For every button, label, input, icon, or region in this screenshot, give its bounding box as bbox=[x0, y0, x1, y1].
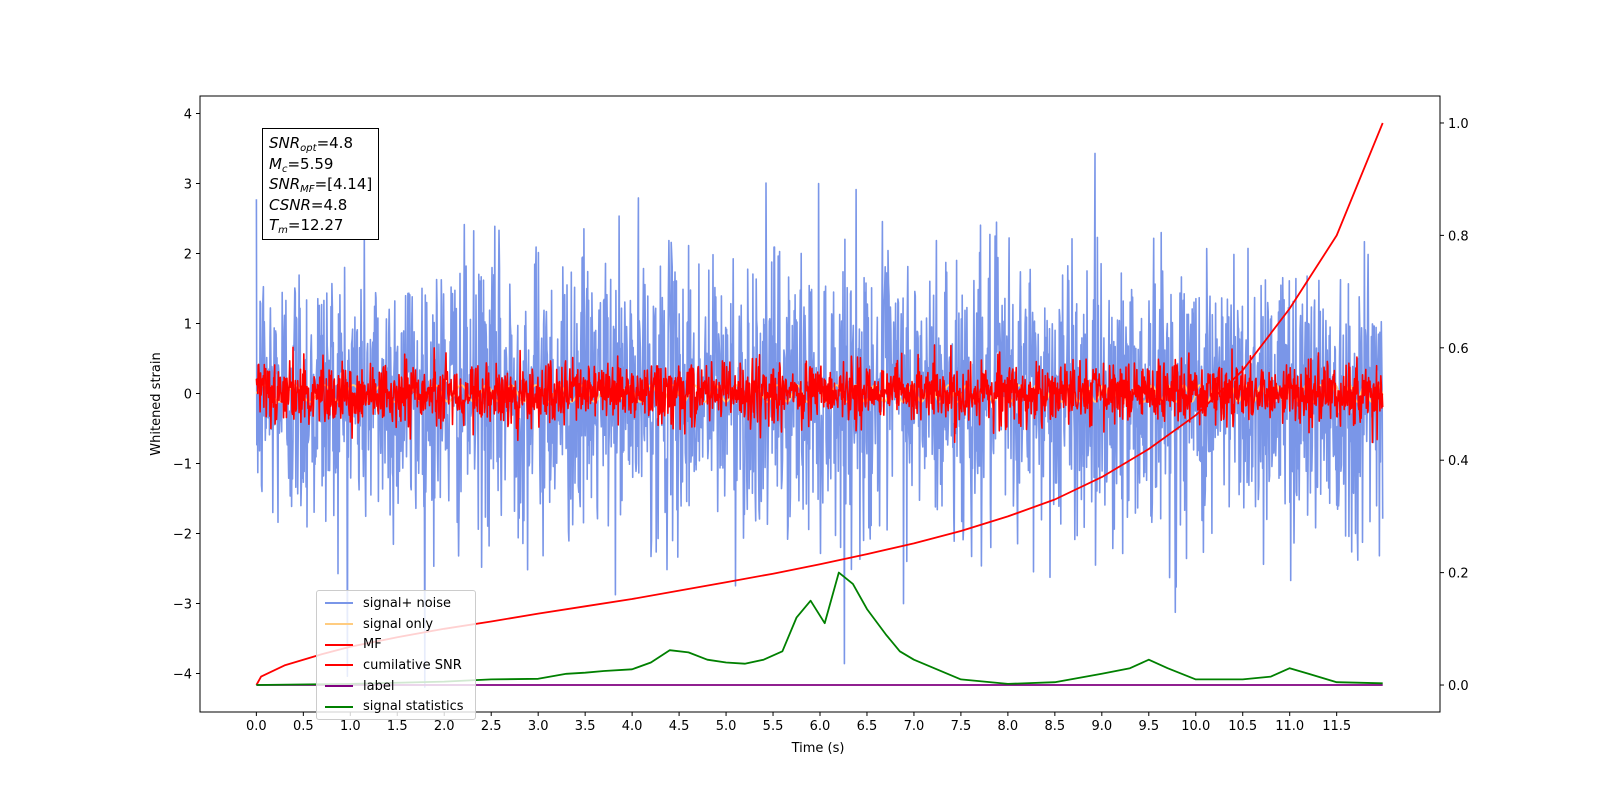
x-tick-label: 0.0 bbox=[246, 719, 267, 734]
legend-swatch bbox=[325, 602, 353, 605]
y2-tick-label: 0.6 bbox=[1448, 342, 1469, 357]
x-tick-label: 5.0 bbox=[716, 719, 737, 734]
y2-tick-label: 0.0 bbox=[1448, 679, 1469, 694]
x-tick-label: 10.5 bbox=[1228, 719, 1257, 734]
legend-label: signal+ noise bbox=[363, 595, 452, 611]
x-tick-label: 7.0 bbox=[904, 719, 925, 734]
legend-item: label bbox=[317, 676, 475, 697]
y-axis-right: 1.0 0.8 0.6 0.4 0.2 0.0 bbox=[1440, 117, 1469, 694]
annotation-snr-opt: SNRopt=4.8 bbox=[269, 134, 353, 154]
y2-tick-label: 0.2 bbox=[1448, 567, 1469, 582]
x-tick-label: 2.5 bbox=[481, 719, 502, 734]
x-tick-label: 5.5 bbox=[763, 719, 784, 734]
annotation-snr-mf: SNRMF=[4.14] bbox=[269, 175, 373, 195]
x-tick-label: 10.0 bbox=[1181, 719, 1210, 734]
x-axis-label: Time (s) bbox=[791, 741, 845, 756]
legend-swatch bbox=[325, 685, 353, 688]
y2-tick-label: 0.4 bbox=[1448, 454, 1469, 469]
x-tick-label: 1.0 bbox=[340, 719, 361, 734]
y-tick-label: −3 bbox=[173, 598, 192, 613]
x-tick-label: 0.5 bbox=[293, 719, 314, 734]
legend-item: cumilative SNR bbox=[317, 655, 475, 676]
legend-label: cumilative SNR bbox=[363, 657, 462, 673]
series-line-signal-statistics bbox=[256, 571, 1383, 686]
x-tick-label: 3.0 bbox=[528, 719, 549, 734]
legend-swatch bbox=[325, 623, 353, 626]
x-tick-label: 2.0 bbox=[434, 719, 455, 734]
x-tick-label: 8.5 bbox=[1045, 719, 1066, 734]
legend-label: signal only bbox=[363, 616, 434, 632]
y-tick-label: 4 bbox=[184, 108, 192, 123]
x-tick-label: 9.5 bbox=[1138, 719, 1159, 734]
legend-label: MF bbox=[363, 637, 382, 653]
x-tick-label: 3.5 bbox=[575, 719, 596, 734]
legend: signal+ noise signal only MF cumilative … bbox=[316, 590, 476, 721]
x-tick-label: 11.5 bbox=[1322, 719, 1351, 734]
legend-item: MF bbox=[317, 634, 475, 655]
legend-swatch bbox=[325, 643, 353, 646]
y-tick-label: −4 bbox=[173, 668, 192, 683]
legend-label: label bbox=[363, 678, 395, 694]
x-tick-label: 1.5 bbox=[387, 719, 408, 734]
y-axis-left: 4 3 2 1 0 −1 −2 −3 −4 bbox=[173, 108, 200, 683]
legend-item: signal only bbox=[317, 614, 475, 635]
x-tick-label: 11.0 bbox=[1275, 719, 1304, 734]
x-tick-label: 4.5 bbox=[669, 719, 690, 734]
metrics-annotation-box: SNRopt=4.8 Mc=5.59 SNRMF=[4.14] CSNR=4.8… bbox=[262, 128, 380, 240]
annotation-csnr: CSNR=4.8 bbox=[269, 195, 348, 214]
x-tick-label: 6.5 bbox=[857, 719, 878, 734]
y2-tick-label: 1.0 bbox=[1448, 117, 1469, 132]
legend-label: signal statistics bbox=[363, 699, 464, 715]
legend-swatch bbox=[325, 705, 353, 708]
series-line-mf bbox=[255, 344, 1384, 444]
y-tick-label: 1 bbox=[184, 318, 192, 333]
legend-item: signal statistics bbox=[317, 696, 475, 717]
y2-tick-label: 0.8 bbox=[1448, 229, 1469, 244]
y-axis-label: Whitened strain bbox=[149, 352, 164, 455]
y-tick-label: 3 bbox=[184, 178, 192, 193]
x-tick-label: 9.0 bbox=[1091, 719, 1112, 734]
y-tick-label: 2 bbox=[184, 248, 192, 263]
y-tick-label: −1 bbox=[173, 458, 192, 473]
annotation-tm: Tm=12.27 bbox=[269, 216, 344, 236]
x-tick-label: 4.0 bbox=[622, 719, 643, 734]
x-axis: 0.0 0.5 1.0 1.5 2.0 2.5 3.0 3.5 4.0 4.5 5.0 5.5 6.0 6… bbox=[246, 712, 1351, 734]
y-tick-label: 0 bbox=[184, 388, 192, 403]
x-tick-label: 8.0 bbox=[998, 719, 1019, 734]
legend-swatch bbox=[325, 664, 353, 667]
legend-item: signal+ noise bbox=[317, 593, 475, 614]
x-tick-label: 6.0 bbox=[810, 719, 831, 734]
x-tick-label: 7.5 bbox=[951, 719, 972, 734]
annotation-mc: Mc=5.59 bbox=[269, 154, 334, 175]
y-tick-label: −2 bbox=[173, 528, 192, 543]
